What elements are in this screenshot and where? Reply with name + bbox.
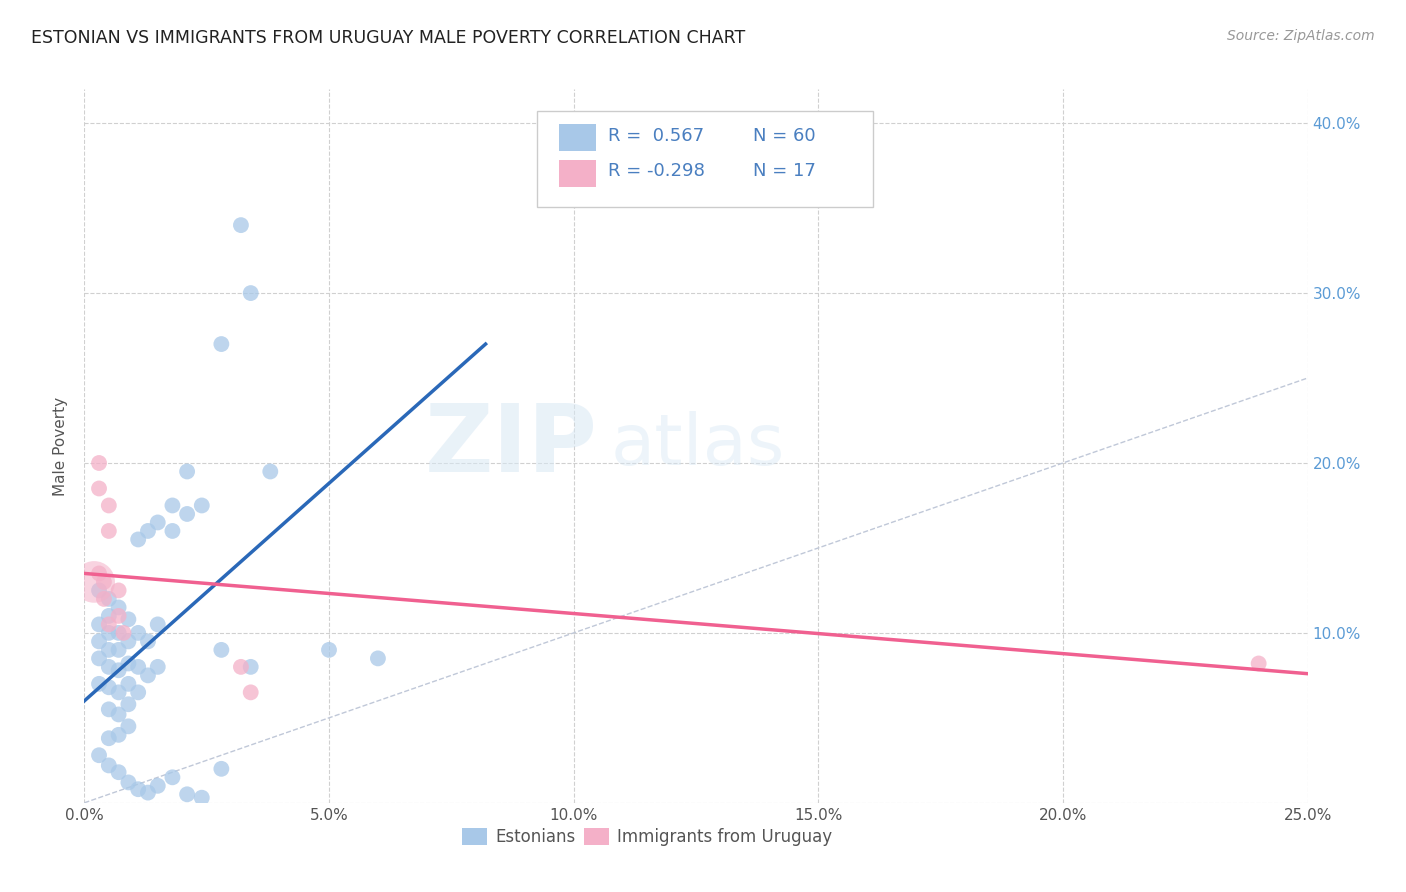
- Point: [136, 668, 159, 682]
- Point: [97, 591, 120, 606]
- Point: [97, 608, 120, 623]
- Point: [209, 762, 232, 776]
- Point: [146, 516, 169, 530]
- Point: [239, 685, 262, 699]
- Text: Source: ZipAtlas.com: Source: ZipAtlas.com: [1227, 29, 1375, 44]
- FancyBboxPatch shape: [560, 124, 596, 152]
- Text: R =  0.567: R = 0.567: [607, 127, 704, 145]
- Text: ZIP: ZIP: [425, 400, 598, 492]
- Point: [107, 663, 129, 677]
- Point: [93, 574, 115, 589]
- FancyBboxPatch shape: [560, 160, 596, 187]
- Point: [117, 775, 139, 789]
- Point: [87, 566, 110, 581]
- Point: [107, 583, 129, 598]
- Point: [239, 660, 262, 674]
- Point: [127, 782, 149, 797]
- Point: [107, 707, 129, 722]
- Point: [107, 600, 129, 615]
- Point: [162, 499, 184, 513]
- Point: [107, 765, 129, 780]
- Point: [97, 731, 120, 746]
- Point: [87, 634, 110, 648]
- Point: [127, 660, 149, 674]
- Text: ESTONIAN VS IMMIGRANTS FROM URUGUAY MALE POVERTY CORRELATION CHART: ESTONIAN VS IMMIGRANTS FROM URUGUAY MALE…: [31, 29, 745, 47]
- Point: [136, 634, 159, 648]
- Legend: Estonians, Immigrants from Uruguay: Estonians, Immigrants from Uruguay: [456, 822, 839, 853]
- Point: [117, 698, 139, 712]
- Point: [209, 337, 232, 351]
- Point: [87, 677, 110, 691]
- Point: [229, 660, 252, 674]
- Point: [191, 790, 214, 805]
- Point: [93, 591, 115, 606]
- Point: [97, 524, 120, 538]
- Text: N = 17: N = 17: [754, 162, 817, 180]
- Point: [97, 702, 120, 716]
- Point: [1247, 657, 1270, 671]
- Point: [97, 660, 120, 674]
- Point: [117, 657, 139, 671]
- Point: [97, 626, 120, 640]
- Point: [239, 286, 262, 301]
- Point: [107, 626, 129, 640]
- Point: [83, 574, 105, 589]
- Point: [112, 626, 135, 640]
- Point: [318, 643, 340, 657]
- Point: [117, 677, 139, 691]
- Point: [229, 218, 252, 232]
- Point: [209, 643, 232, 657]
- Point: [146, 617, 169, 632]
- Point: [136, 524, 159, 538]
- Point: [162, 524, 184, 538]
- Y-axis label: Male Poverty: Male Poverty: [53, 396, 69, 496]
- Point: [87, 617, 110, 632]
- Point: [97, 758, 120, 772]
- Point: [117, 634, 139, 648]
- Point: [127, 533, 149, 547]
- Point: [97, 499, 120, 513]
- Text: N = 60: N = 60: [754, 127, 815, 145]
- Point: [191, 499, 214, 513]
- Point: [117, 612, 139, 626]
- Point: [259, 465, 281, 479]
- FancyBboxPatch shape: [537, 111, 873, 207]
- Point: [146, 660, 169, 674]
- Point: [136, 786, 159, 800]
- Point: [176, 787, 198, 801]
- Point: [146, 779, 169, 793]
- Point: [107, 643, 129, 657]
- Point: [87, 583, 110, 598]
- Point: [97, 617, 120, 632]
- Point: [127, 685, 149, 699]
- Point: [176, 507, 198, 521]
- Point: [117, 719, 139, 733]
- Point: [87, 651, 110, 665]
- Point: [107, 728, 129, 742]
- Point: [97, 680, 120, 694]
- Point: [87, 482, 110, 496]
- Point: [127, 626, 149, 640]
- Point: [107, 685, 129, 699]
- Point: [87, 456, 110, 470]
- Point: [367, 651, 389, 665]
- Point: [107, 608, 129, 623]
- Point: [97, 643, 120, 657]
- Text: atlas: atlas: [610, 411, 785, 481]
- Text: R = -0.298: R = -0.298: [607, 162, 704, 180]
- Point: [162, 770, 184, 784]
- Point: [176, 465, 198, 479]
- Point: [87, 748, 110, 763]
